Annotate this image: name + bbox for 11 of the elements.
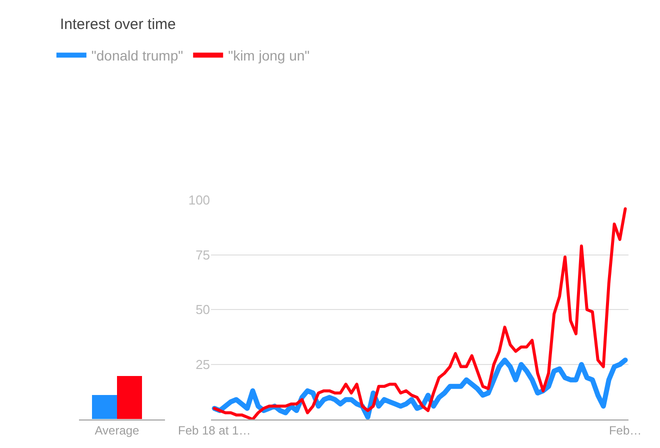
legend-label: "donald trump"	[91, 48, 184, 64]
x-tick-label: Average	[94, 424, 140, 438]
y-tick-label: 25	[196, 357, 210, 372]
y-tick-label: 75	[196, 247, 210, 262]
y-tick-label: 100	[188, 192, 210, 208]
legend-label: "kim jong un"	[228, 48, 310, 64]
x-tick-label: Feb…	[608, 424, 642, 438]
y-tick-label: 50	[196, 302, 210, 318]
x-tick-label: Feb 18 at 1…	[178, 424, 251, 438]
chart-title: Interest over time	[60, 16, 176, 33]
line-series	[212, 207, 627, 420]
